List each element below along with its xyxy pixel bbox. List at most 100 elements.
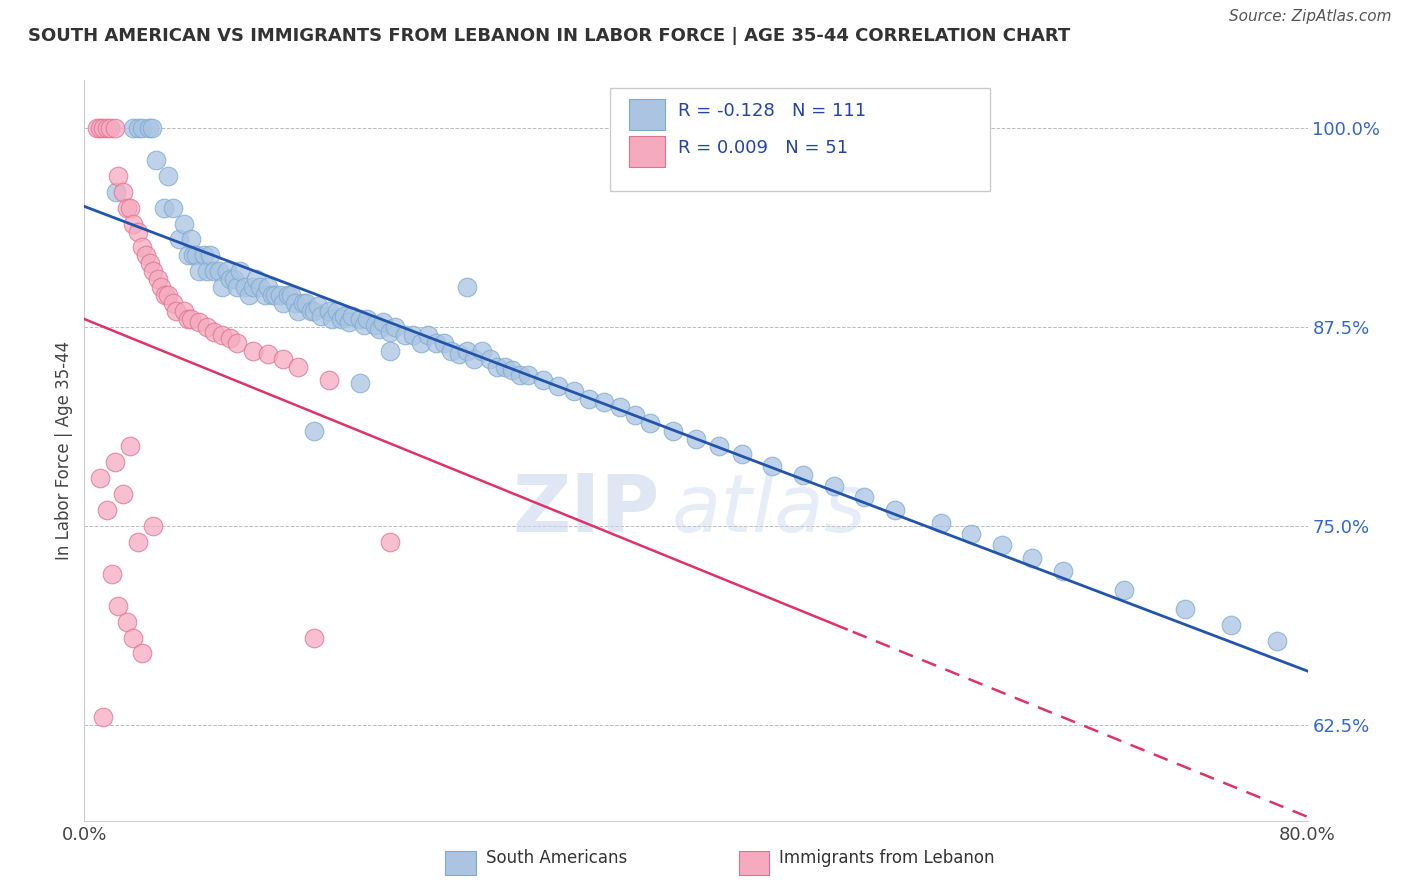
Point — [325, 304, 347, 318]
Point — [180, 312, 202, 326]
Point — [257, 280, 280, 294]
Point — [257, 347, 280, 361]
Point — [302, 304, 325, 318]
Point — [380, 535, 402, 549]
Point — [593, 395, 616, 409]
Point — [1265, 633, 1288, 648]
Point — [456, 343, 478, 358]
Point — [425, 336, 447, 351]
Point — [195, 264, 218, 278]
Point — [494, 359, 516, 374]
Point — [624, 408, 647, 422]
Point — [122, 217, 145, 231]
Point — [211, 280, 233, 294]
Point — [463, 351, 485, 366]
Point — [638, 416, 661, 430]
Point — [960, 527, 983, 541]
Point — [337, 315, 360, 329]
Point — [1052, 564, 1074, 578]
Point — [111, 487, 134, 501]
FancyBboxPatch shape — [610, 87, 990, 191]
Y-axis label: In Labor Force | Age 35-44: In Labor Force | Age 35-44 — [55, 341, 73, 560]
Point — [215, 264, 238, 278]
Point — [193, 248, 215, 262]
Point — [202, 325, 225, 339]
Point — [233, 280, 256, 294]
Point — [302, 424, 325, 438]
Point — [138, 121, 160, 136]
Point — [177, 312, 200, 326]
Point — [115, 615, 138, 629]
Point — [384, 320, 406, 334]
FancyBboxPatch shape — [738, 851, 769, 875]
Point — [167, 232, 190, 246]
Point — [356, 312, 378, 326]
Point — [96, 503, 118, 517]
Point — [162, 296, 184, 310]
Point — [91, 710, 114, 724]
Text: ZIP: ZIP — [512, 471, 659, 549]
Point — [287, 304, 309, 318]
Point — [292, 296, 315, 310]
Text: R = 0.009   N = 51: R = 0.009 N = 51 — [678, 138, 848, 157]
Text: R = -0.128   N = 111: R = -0.128 N = 111 — [678, 102, 866, 120]
Point — [242, 280, 264, 294]
Text: atlas: atlas — [672, 471, 866, 549]
Point — [155, 288, 177, 302]
Point — [111, 185, 134, 199]
Point — [364, 318, 387, 333]
Point — [280, 288, 302, 302]
Point — [226, 280, 249, 294]
Point — [188, 264, 211, 278]
Point — [271, 296, 294, 310]
Point — [211, 328, 233, 343]
Point — [177, 248, 200, 262]
Point — [340, 309, 363, 323]
Text: Immigrants from Lebanon: Immigrants from Lebanon — [779, 848, 994, 867]
Point — [131, 647, 153, 661]
Point — [277, 288, 299, 302]
Point — [321, 312, 343, 326]
Point — [1114, 582, 1136, 597]
Point — [353, 318, 375, 333]
Text: South Americans: South Americans — [485, 848, 627, 867]
Point — [478, 351, 501, 366]
Point — [98, 121, 121, 136]
Point — [249, 280, 271, 294]
Point — [823, 479, 845, 493]
Point — [135, 248, 157, 262]
Point — [1174, 602, 1197, 616]
FancyBboxPatch shape — [446, 851, 475, 875]
Point — [311, 309, 333, 323]
Point — [153, 201, 176, 215]
Point — [418, 328, 440, 343]
Point — [173, 304, 195, 318]
Point — [218, 272, 240, 286]
Point — [184, 248, 207, 262]
Point — [333, 309, 356, 323]
FancyBboxPatch shape — [628, 136, 665, 167]
Point — [86, 121, 108, 136]
Point — [131, 121, 153, 136]
Point — [127, 225, 149, 239]
Point — [224, 272, 246, 286]
Point — [157, 288, 180, 302]
Point — [447, 347, 470, 361]
Point — [368, 321, 391, 335]
Point — [991, 538, 1014, 552]
Point — [262, 288, 284, 302]
Point — [853, 491, 876, 505]
Point — [547, 379, 569, 393]
Point — [284, 296, 307, 310]
Point — [145, 153, 167, 167]
Point — [516, 368, 538, 382]
Point — [269, 288, 291, 302]
Text: SOUTH AMERICAN VS IMMIGRANTS FROM LEBANON IN LABOR FORCE | AGE 35-44 CORRELATION: SOUTH AMERICAN VS IMMIGRANTS FROM LEBANO… — [28, 27, 1070, 45]
Point — [761, 458, 783, 473]
FancyBboxPatch shape — [628, 99, 665, 130]
Point — [218, 331, 240, 345]
Point — [349, 312, 371, 326]
Point — [89, 121, 111, 136]
Point — [202, 264, 225, 278]
Point — [380, 343, 402, 358]
